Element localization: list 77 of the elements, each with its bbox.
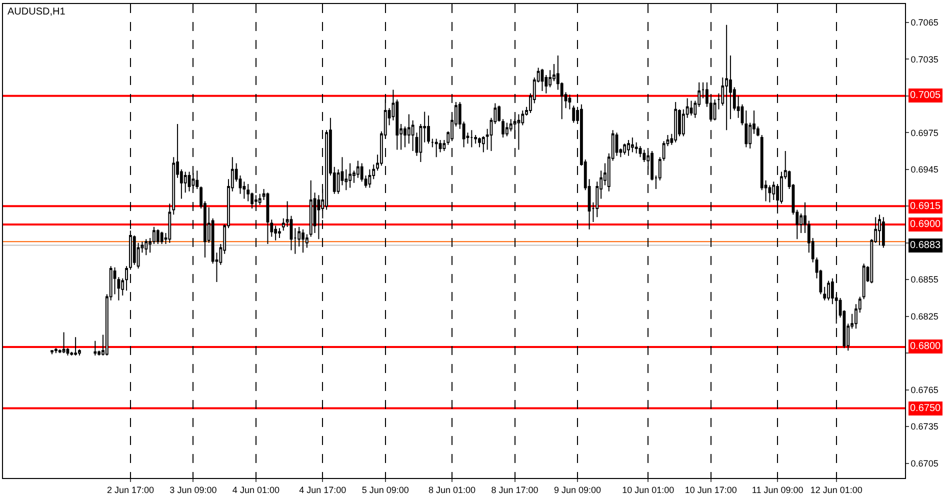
x-tick-label: 4 Jun 17:00 (299, 484, 346, 495)
candlestick (156, 228, 160, 245)
candlestick (144, 238, 148, 256)
candlestick (634, 142, 638, 154)
candlestick (827, 280, 830, 301)
candlestick (862, 263, 866, 300)
candlestick (62, 332, 66, 354)
ref-line-label: 0.6883 (910, 240, 942, 251)
ref-line-label: 0.6915 (910, 201, 942, 212)
y-tick-label: 0.6975 (910, 128, 938, 138)
candlestick (630, 137, 634, 153)
candlestick (168, 203, 172, 244)
x-tick-label: 3 Jun 09:00 (170, 484, 217, 495)
x-tick-label: 12 Jun 01:00 (810, 484, 862, 495)
candlestick (878, 214, 881, 246)
candlestick (502, 118, 504, 138)
y-tick-label: 0.7035 (910, 54, 938, 64)
candlestick (882, 216, 885, 248)
candlestick (368, 168, 372, 188)
y-tick-label: 0.6735 (910, 422, 938, 432)
ref-line-label: 0.7005 (910, 90, 942, 101)
candlestick (278, 228, 281, 238)
y-tick-label: 0.6765 (910, 384, 938, 395)
candlestick (674, 101, 678, 143)
candlestick (302, 228, 304, 254)
candlestick (482, 136, 485, 153)
y-tick-label: 0.6825 (910, 311, 938, 322)
candlestick (623, 143, 626, 156)
candlestick (270, 219, 274, 238)
candlestick (498, 105, 501, 122)
candlestick (638, 146, 642, 158)
candlestick (282, 218, 285, 232)
x-tick-label: 10 Jun 01:00 (622, 484, 674, 495)
candlestick (305, 234, 308, 248)
candlestick (348, 162, 352, 188)
ref-line-label: 0.6800 (910, 341, 942, 352)
candlestick (309, 180, 312, 238)
x-tick-label: 9 Jun 09:00 (554, 484, 602, 495)
candlestick (258, 193, 262, 206)
candlestick (94, 340, 97, 356)
candlestick (196, 170, 199, 190)
y-tick-label: 0.7065 (910, 18, 938, 28)
candlestick (725, 24, 728, 131)
candlestick (125, 266, 128, 292)
candlestick (434, 138, 438, 158)
candlestick (478, 137, 481, 148)
y-tick-label: 0.6705 (910, 458, 938, 468)
candlestick (470, 130, 474, 148)
candlestick (627, 139, 630, 156)
x-tick-label: 8 Jun 01:00 (428, 484, 476, 495)
candlestick (54, 348, 58, 354)
x-tick-label: 10 Jun 17:00 (684, 484, 737, 495)
candlestick (266, 192, 270, 245)
candlestick (188, 171, 191, 192)
candlestick (505, 122, 508, 137)
candlestick (442, 139, 446, 152)
candlestick (568, 94, 572, 110)
candlestick (690, 100, 693, 116)
ref-line-label: 0.6900 (910, 219, 942, 230)
chart-title: AUDUSD,H1 (8, 6, 66, 18)
candlestick (540, 68, 544, 92)
x-tick-label: 4 Jun 01:00 (232, 484, 280, 495)
x-tick-label: 2 Jun 17:00 (106, 484, 154, 495)
candlestick (160, 231, 164, 245)
y-tick-label: 0.6855 (910, 274, 938, 285)
candlestick (768, 184, 772, 203)
x-tick-label: 5 Jun 09:00 (362, 484, 409, 495)
candlestick (74, 336, 78, 356)
x-tick-label: 11 Jun 09:00 (752, 484, 804, 495)
y-tick-label: 0.6945 (910, 164, 938, 174)
candlestick (572, 105, 576, 124)
x-tick-label: 8 Jun 17:00 (491, 484, 538, 495)
ref-line-label: 0.6750 (910, 403, 942, 414)
candlestick (427, 114, 430, 144)
candlestick (438, 139, 442, 153)
candlestick (517, 114, 520, 150)
candlestick (50, 350, 54, 355)
